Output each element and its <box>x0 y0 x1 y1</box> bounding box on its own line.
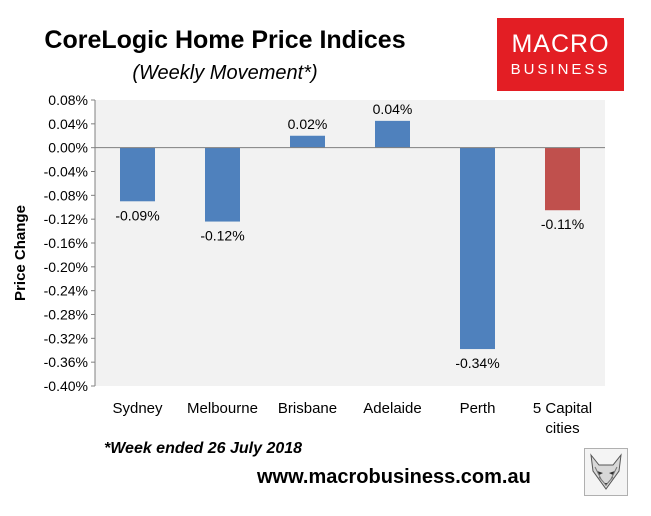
chart-title: CoreLogic Home Price Indices <box>44 26 406 54</box>
x-tick-label: Adelaide <box>363 400 421 417</box>
x-tick-label: Melbourne <box>187 400 258 417</box>
y-axis-label: Price Change <box>12 205 29 301</box>
y-tick-label: -0.20% <box>44 259 88 275</box>
y-tick-label: -0.28% <box>44 307 88 323</box>
y-tick-label: -0.16% <box>44 235 88 251</box>
data-label: -0.11% <box>541 216 584 232</box>
fox-head-icon <box>584 448 628 496</box>
data-label: 0.04% <box>373 101 413 117</box>
y-tick-label: 0.08% <box>48 92 88 108</box>
x-tick-label: 5 Capital cities <box>533 400 592 437</box>
y-tick-label: -0.24% <box>44 283 88 299</box>
macrobusiness-logo: MACRO BUSINESS <box>497 18 624 91</box>
bar <box>120 147 155 202</box>
y-tick-label: -0.12% <box>44 211 88 227</box>
website-url: www.macrobusiness.com.au <box>257 466 531 488</box>
y-tick-label: -0.36% <box>44 354 88 370</box>
x-tick-label: Brisbane <box>278 400 337 417</box>
data-label: 0.02% <box>288 116 328 132</box>
y-tick-label: -0.08% <box>44 187 88 203</box>
y-tick-label: 0.04% <box>48 116 88 132</box>
x-tick-label: Perth <box>460 400 496 417</box>
y-tick-label: -0.32% <box>44 330 88 346</box>
data-label: -0.09% <box>115 207 159 223</box>
chart-subtitle: (Weekly Movement*) <box>132 62 318 84</box>
bar <box>460 147 495 350</box>
data-label: -0.34% <box>455 355 499 371</box>
y-tick-label: 0.00% <box>48 140 88 156</box>
x-tick-label: Sydney <box>112 400 163 417</box>
bar <box>290 135 325 148</box>
data-label: -0.12% <box>200 228 244 244</box>
bar <box>545 147 580 211</box>
logo-line-2: BUSINESS <box>510 61 611 78</box>
bar <box>205 147 240 222</box>
logo-line-1: MACRO <box>511 30 610 58</box>
plot-area <box>95 100 605 386</box>
footnote: *Week ended 26 July 2018 <box>104 440 303 457</box>
y-tick-label: -0.04% <box>44 164 88 180</box>
bar <box>375 120 410 148</box>
y-tick-label: -0.40% <box>44 378 88 394</box>
